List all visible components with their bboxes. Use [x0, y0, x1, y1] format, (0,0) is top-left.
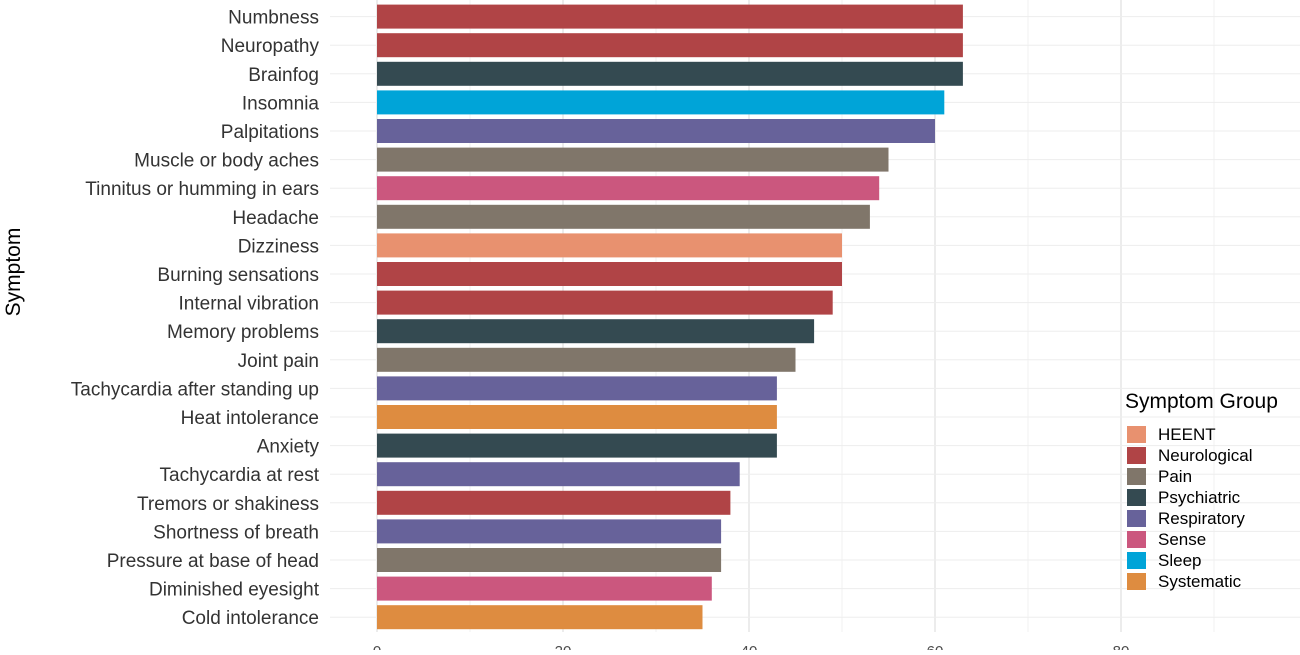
legend-item: HEENT	[1122, 424, 1300, 445]
legend-item: Neurological	[1122, 445, 1300, 466]
y-tick-label: Cold intolerance	[182, 608, 319, 629]
legend-item: Sense	[1122, 529, 1300, 550]
x-tick-labels: 0204060801	[373, 643, 1130, 655]
bar	[377, 262, 842, 286]
legend-swatch	[1127, 531, 1146, 548]
bar	[377, 519, 722, 544]
y-tick-label: Anxiety	[257, 437, 320, 458]
y-tick-label: Palpitations	[221, 122, 319, 143]
y-tick-label: Brainfog	[248, 65, 319, 86]
x-tick-label: 0	[373, 643, 381, 650]
y-tick-label: Memory problems	[167, 322, 319, 343]
bar	[377, 462, 740, 487]
legend-item: Respiratory	[1122, 508, 1300, 529]
legend-label: Sense	[1158, 529, 1207, 549]
y-tick-label: Tachycardia after standing up	[71, 379, 319, 400]
legend-item: Systematic	[1122, 571, 1300, 592]
legend-label: Systematic	[1158, 571, 1242, 591]
y-tick-label: Tachycardia at rest	[160, 465, 320, 486]
bar	[377, 119, 935, 143]
bar	[377, 490, 731, 515]
bar	[377, 204, 870, 229]
y-tick-label: Muscle or body aches	[134, 151, 319, 172]
x-tick-label: 40	[741, 643, 758, 650]
legend-item: Sleep	[1122, 550, 1300, 571]
bar	[377, 405, 777, 429]
y-tick-label: Insomnia	[242, 93, 320, 114]
legend-item: Psychiatric	[1122, 487, 1300, 508]
y-tick-label: Numbness	[228, 8, 319, 29]
bar	[377, 90, 945, 115]
bar	[377, 433, 777, 458]
y-axis-title: Symptom	[2, 228, 25, 317]
x-tick-label: 80	[1113, 643, 1130, 650]
bar	[377, 319, 815, 344]
legend-swatch	[1127, 489, 1146, 506]
legend-label: Respiratory	[1158, 508, 1245, 528]
y-tick-label: Pressure at base of head	[107, 551, 319, 572]
y-tick-label: Shortness of breath	[153, 522, 319, 543]
legend-label: Sleep	[1158, 550, 1202, 570]
y-tick-label: Heat intolerance	[181, 408, 319, 429]
y-tick-label: Tremors or shakiness	[137, 494, 319, 515]
legend-label: Pain	[1158, 466, 1193, 486]
y-tick-label: Diminished eyesight	[149, 580, 320, 601]
bar	[377, 61, 963, 86]
legend-label: HEENT	[1158, 424, 1216, 444]
y-tick-label: Dizziness	[238, 236, 319, 257]
bar	[377, 576, 712, 601]
bar	[377, 33, 963, 58]
legend-swatch	[1127, 510, 1146, 527]
legend-title: Symptom Group	[1125, 390, 1278, 413]
bar	[377, 176, 880, 201]
legend-label: Psychiatric	[1158, 487, 1241, 507]
legend-swatch	[1127, 426, 1146, 443]
legend-item: Pain	[1122, 466, 1300, 487]
y-tick-label: Neuropathy	[221, 36, 320, 57]
y-tick-label: Headache	[232, 208, 319, 229]
legend-swatch	[1127, 468, 1146, 485]
bar	[377, 548, 722, 572]
legend-items: HEENT Neurological Pain Psychiatric Respirat…	[1122, 424, 1300, 592]
bar	[377, 233, 842, 258]
x-tick-label: 60	[927, 643, 944, 650]
x-tick-label: 20	[555, 643, 572, 650]
bar	[377, 347, 796, 372]
bar	[377, 605, 703, 630]
y-tick-label: Tinnitus or humming in ears	[85, 179, 319, 200]
y-tick-label: Internal vibration	[179, 294, 319, 315]
legend-swatch	[1127, 447, 1146, 464]
legend-label: Neurological	[1158, 445, 1253, 465]
legend-swatch	[1127, 552, 1146, 569]
bar	[377, 290, 833, 315]
y-tick-label: Burning sensations	[157, 265, 319, 286]
legend: Symptom Group HEENT Neurological Pain Psych…	[1122, 390, 1300, 592]
bar	[377, 147, 889, 172]
bar	[377, 376, 777, 401]
legend-swatch	[1127, 573, 1146, 590]
bar-layer	[377, 4, 963, 630]
y-tick-label: Joint pain	[238, 351, 319, 372]
bar	[377, 4, 963, 29]
y-tick-labels: Numbness Neuropathy Brainfog Insomnia Palpit…	[71, 8, 320, 630]
